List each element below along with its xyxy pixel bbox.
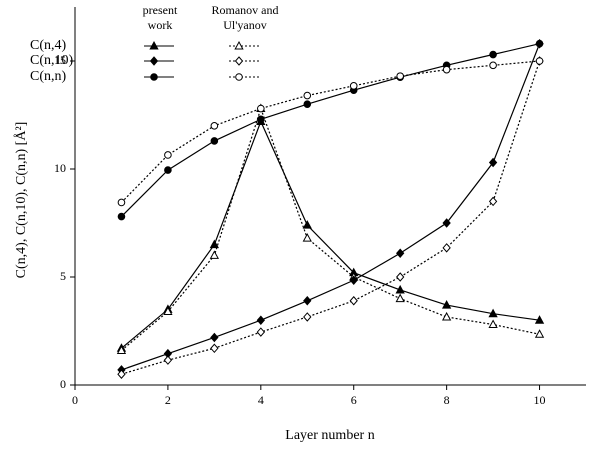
marker xyxy=(396,72,404,80)
legend-row-label: C(n,n) xyxy=(30,69,67,84)
marker xyxy=(489,50,497,59)
series-line xyxy=(121,119,540,349)
legend-marker xyxy=(150,73,158,81)
x-tick-label: 8 xyxy=(444,393,450,407)
series-line xyxy=(121,43,540,217)
legend-column-header: present xyxy=(143,3,178,17)
legend-marker xyxy=(235,73,243,81)
marker xyxy=(349,82,358,90)
legend-marker xyxy=(234,56,244,66)
marker xyxy=(488,196,498,207)
marker xyxy=(209,250,220,259)
legend-column-header: Ul'yanov xyxy=(223,18,267,32)
y-axis-label: C(n,4), C(n,10), C(n,n) [Å²] xyxy=(13,122,29,279)
marker xyxy=(303,100,312,108)
marker xyxy=(163,355,173,365)
marker xyxy=(395,293,405,303)
legend-row-label: C(n,10) xyxy=(30,53,74,68)
marker xyxy=(163,306,173,316)
marker xyxy=(117,369,126,379)
marker xyxy=(534,315,545,324)
marker xyxy=(396,272,405,282)
series-line xyxy=(121,106,540,351)
marker xyxy=(116,345,127,354)
series-line xyxy=(121,43,541,371)
legend-column-header: Romanov and xyxy=(212,3,279,17)
marker xyxy=(164,166,172,174)
series-line xyxy=(121,60,541,375)
marker xyxy=(442,243,451,253)
marker xyxy=(210,137,219,145)
marker xyxy=(534,329,545,338)
marker xyxy=(396,248,405,258)
x-axis-label: Layer number n xyxy=(285,428,374,443)
marker xyxy=(442,218,451,228)
legend-marker xyxy=(234,40,244,50)
marker xyxy=(210,332,219,343)
x-tick-label: 2 xyxy=(165,393,171,407)
marker xyxy=(257,115,265,124)
marker xyxy=(488,319,498,329)
marker xyxy=(257,104,265,113)
marker xyxy=(535,39,544,48)
marker xyxy=(117,198,126,207)
marker xyxy=(210,122,219,130)
marker xyxy=(303,312,312,322)
marker xyxy=(489,61,497,70)
x-tick-label: 6 xyxy=(351,393,357,407)
marker xyxy=(302,220,312,229)
y-tick-label: 0 xyxy=(60,377,66,391)
marker xyxy=(535,57,544,65)
y-tick-label: 10 xyxy=(54,161,66,175)
marker xyxy=(442,65,451,74)
x-tick-label: 4 xyxy=(258,393,264,407)
marker xyxy=(395,284,405,294)
marker xyxy=(164,151,172,159)
marker xyxy=(303,296,312,306)
marker xyxy=(210,343,219,354)
marker xyxy=(349,275,358,285)
y-tick-label: 15 xyxy=(54,53,66,67)
marker xyxy=(302,233,312,242)
legend-column-header: work xyxy=(148,18,173,32)
marker xyxy=(256,327,265,337)
marker xyxy=(441,311,452,321)
marker xyxy=(488,308,498,318)
x-tick-label: 10 xyxy=(534,393,546,407)
marker xyxy=(117,212,126,221)
legend-marker xyxy=(149,40,159,50)
legend-marker xyxy=(149,56,159,66)
series-line xyxy=(121,60,540,203)
marker xyxy=(441,300,452,309)
x-tick-label: 0 xyxy=(72,393,78,407)
marker xyxy=(209,239,220,249)
legend-row-label: C(n,4) xyxy=(30,38,67,53)
y-tick-label: 5 xyxy=(60,269,66,283)
marker xyxy=(349,296,358,306)
marker xyxy=(256,315,265,325)
marker xyxy=(488,157,498,168)
marker xyxy=(303,91,312,100)
